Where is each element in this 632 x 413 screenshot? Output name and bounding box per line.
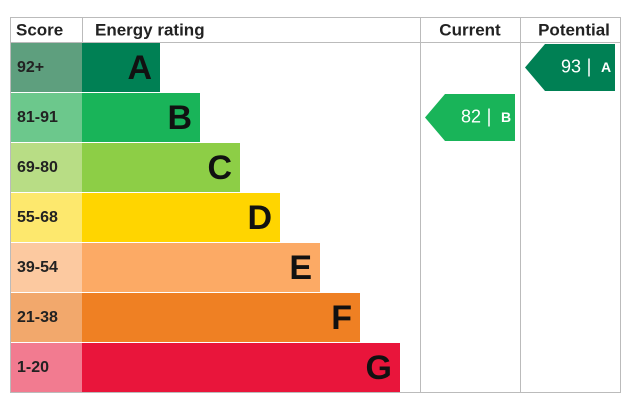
band-bar	[82, 193, 280, 242]
score-cell	[11, 243, 82, 292]
band-bar	[82, 243, 320, 292]
score-label: 69-80	[17, 159, 58, 176]
band-letter: G	[366, 349, 392, 387]
score-header: Score	[16, 20, 63, 39]
potential-arrow	[525, 44, 615, 91]
rating-header: Energy rating	[95, 20, 205, 39]
current-header: Current	[439, 20, 501, 39]
band-letter: D	[247, 199, 272, 237]
score-cell	[11, 143, 82, 192]
band-letter: B	[167, 99, 192, 137]
current-value: 82	[461, 106, 481, 126]
frame	[10, 17, 621, 393]
band-bar	[82, 93, 200, 142]
band-bar	[82, 343, 400, 392]
band-bar	[82, 143, 240, 192]
potential-header: Potential	[538, 20, 610, 39]
score-cell	[11, 43, 82, 92]
band-bar	[82, 43, 160, 92]
potential-value: 93	[561, 56, 581, 76]
potential-letter: A	[601, 59, 611, 75]
score-label: 81-91	[17, 109, 58, 126]
score-label: 1-20	[17, 359, 49, 376]
band-letter: A	[127, 49, 152, 87]
score-cell	[11, 93, 82, 142]
score-label: 21-38	[17, 309, 58, 326]
band-bar	[82, 293, 360, 342]
score-label: 92+	[17, 59, 44, 76]
current-letter: B	[501, 109, 511, 125]
score-cell	[11, 343, 82, 392]
score-cell	[11, 293, 82, 342]
score-label: 55-68	[17, 209, 58, 226]
band-letter: E	[289, 249, 312, 287]
score-cell	[11, 193, 82, 242]
current-arrow	[425, 94, 515, 141]
band-letter: F	[331, 299, 352, 337]
score-label: 39-54	[17, 259, 58, 276]
band-letter: C	[207, 149, 232, 187]
